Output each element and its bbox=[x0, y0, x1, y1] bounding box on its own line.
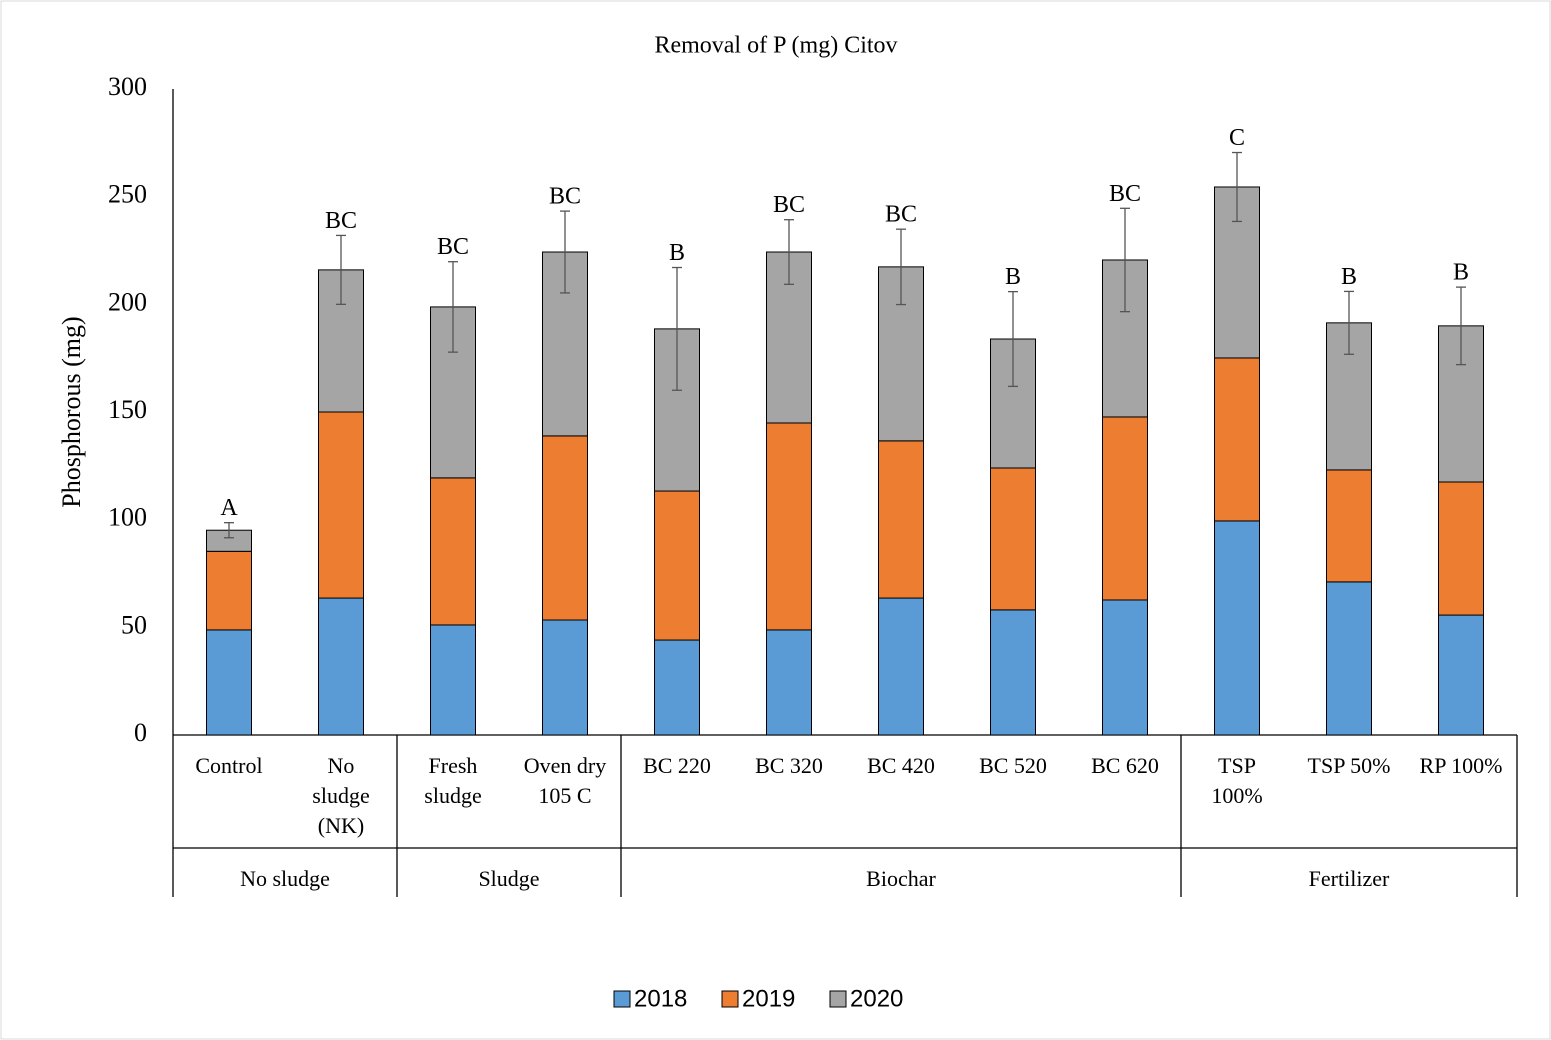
x-tick-label: Fresh bbox=[429, 753, 478, 778]
bar-segment bbox=[654, 639, 700, 736]
bar-segment bbox=[430, 477, 476, 626]
annotation: B bbox=[1453, 260, 1469, 286]
bar-segment bbox=[1326, 469, 1372, 583]
bar-segment bbox=[318, 411, 364, 599]
x-tick-label: BC 220 bbox=[643, 753, 711, 778]
legend-label: 2019 bbox=[742, 985, 795, 1012]
bar-segment bbox=[654, 490, 700, 641]
annotation: BC bbox=[437, 234, 469, 260]
annotation: BC bbox=[549, 184, 581, 210]
bar-segment bbox=[766, 422, 812, 631]
annotation: BC bbox=[325, 208, 357, 234]
legend-swatch bbox=[829, 990, 847, 1008]
bar-segment bbox=[206, 629, 252, 736]
x-tick-label: Control bbox=[195, 753, 262, 778]
x-tick-label: (NK) bbox=[318, 813, 364, 838]
annotation: BC bbox=[885, 202, 917, 228]
x-tick-label: 100% bbox=[1211, 783, 1262, 808]
bar-segment bbox=[1102, 416, 1148, 601]
bar-segment bbox=[1438, 614, 1484, 736]
y-tick-label: 100 bbox=[108, 503, 147, 532]
x-tick-label: 105 C bbox=[538, 783, 591, 808]
x-tick-label: sludge bbox=[312, 783, 369, 808]
y-tick-label: 200 bbox=[108, 287, 147, 316]
bar-segment bbox=[1326, 581, 1372, 736]
x-tick-label: RP 100% bbox=[1420, 753, 1503, 778]
x-tick-label: Oven dry bbox=[524, 753, 606, 778]
y-tick-label: 250 bbox=[108, 180, 147, 209]
y-tick-label: 150 bbox=[108, 395, 147, 424]
group-label: Sludge bbox=[478, 866, 539, 891]
annotation: BC bbox=[773, 192, 805, 218]
bar-segment bbox=[990, 467, 1036, 611]
x-tick-label: BC 520 bbox=[979, 753, 1047, 778]
x-tick-label: TSP bbox=[1218, 753, 1256, 778]
y-axis-label: Phosphorous (mg) bbox=[57, 316, 86, 507]
bar-segment bbox=[318, 597, 364, 736]
annotation: B bbox=[1341, 264, 1357, 290]
annotation: B bbox=[1005, 264, 1021, 290]
annotation: C bbox=[1229, 125, 1245, 151]
bar-segment bbox=[1102, 599, 1148, 736]
y-tick-label: 0 bbox=[134, 718, 147, 747]
x-tick-label: BC 320 bbox=[755, 753, 823, 778]
bar-segment bbox=[1214, 520, 1260, 736]
legend-swatch bbox=[613, 990, 631, 1008]
bar-segment bbox=[878, 597, 924, 736]
bar-segment bbox=[1438, 481, 1484, 616]
bar-segment bbox=[990, 609, 1036, 736]
bar-segment bbox=[430, 624, 476, 736]
bar-segment bbox=[766, 629, 812, 736]
bar-segment bbox=[542, 619, 588, 736]
bar-segment bbox=[542, 435, 588, 621]
bar-segment bbox=[206, 550, 252, 631]
legend-label: 2018 bbox=[634, 985, 687, 1012]
legend-label: 2020 bbox=[850, 985, 903, 1012]
x-tick-label: BC 620 bbox=[1091, 753, 1159, 778]
x-tick-label: TSP 50% bbox=[1308, 753, 1391, 778]
x-tick-label: sludge bbox=[424, 783, 481, 808]
x-tick-label: No bbox=[328, 753, 355, 778]
y-tick-label: 300 bbox=[108, 72, 147, 101]
bar-segment bbox=[1214, 357, 1260, 522]
chart-title: Removal of P (mg) Citov bbox=[654, 33, 897, 59]
legend-swatch bbox=[721, 990, 739, 1008]
x-tick-label: BC 420 bbox=[867, 753, 935, 778]
y-tick-label: 50 bbox=[121, 610, 147, 639]
group-label: Biochar bbox=[866, 866, 936, 891]
group-label: No sludge bbox=[240, 866, 330, 891]
annotation: B bbox=[669, 240, 685, 266]
bar-segment bbox=[878, 440, 924, 599]
annotation: A bbox=[220, 495, 238, 521]
group-label: Fertilizer bbox=[1309, 866, 1390, 891]
annotation: BC bbox=[1109, 181, 1141, 207]
